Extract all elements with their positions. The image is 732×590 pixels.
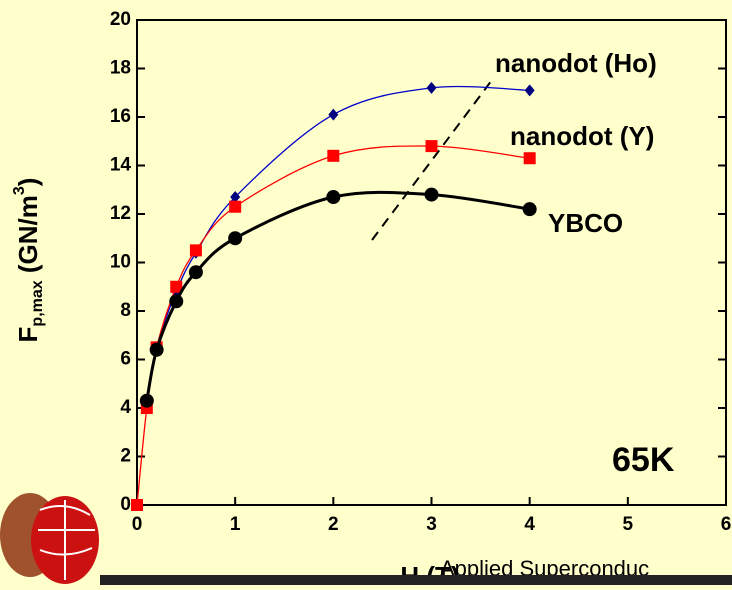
footer-bar: [100, 575, 732, 585]
annotation: 65K: [612, 441, 675, 479]
point: [522, 202, 537, 217]
point: [426, 81, 437, 94]
x-tick-label: 5: [623, 514, 634, 535]
y-tick-label: 6: [120, 349, 131, 370]
x-tick-label: 1: [230, 514, 241, 535]
point: [169, 294, 184, 309]
x-tick-label: 2: [328, 514, 339, 535]
point: [189, 244, 202, 257]
y-tick-label: 2: [120, 446, 131, 467]
x-tick-label: 3: [426, 514, 437, 535]
decoration: [0, 493, 99, 584]
point: [524, 84, 535, 97]
point: [188, 265, 203, 280]
x-tick-label: 0: [132, 514, 143, 535]
y-tick-label: 20: [110, 9, 131, 30]
series-label: nanodot (Y): [510, 121, 654, 151]
y-tick-label: 14: [110, 155, 132, 176]
x-tick-label: 4: [524, 514, 535, 535]
point: [228, 231, 243, 246]
y-axis-label: Fp,max (GN/m3): [11, 178, 46, 343]
y-tick-label: 8: [120, 300, 131, 321]
point: [424, 187, 439, 202]
y-tick-label: 12: [110, 203, 131, 224]
point: [229, 200, 242, 213]
x-tick-label: 6: [721, 514, 732, 535]
series-label: YBCO: [548, 208, 623, 238]
point: [327, 149, 340, 162]
y-tick-label: 0: [120, 494, 131, 515]
point: [170, 280, 183, 293]
point: [425, 140, 438, 153]
y-tick-label: 4: [120, 397, 131, 418]
point: [523, 152, 536, 165]
y-tick-label: 18: [110, 58, 131, 79]
series-label: nanodot (Ho): [495, 48, 657, 78]
point: [131, 499, 143, 511]
y-tick-label: 16: [110, 106, 131, 127]
y-tick-label: 10: [110, 252, 131, 273]
point: [230, 191, 241, 204]
point: [328, 108, 339, 121]
point: [139, 393, 154, 408]
point: [149, 342, 164, 357]
point: [326, 190, 341, 205]
